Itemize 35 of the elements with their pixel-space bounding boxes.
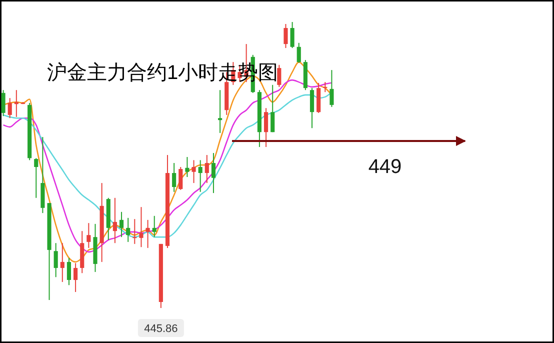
candlestick [204,154,209,184]
annotation: 445.86 [144,323,178,335]
candlestick [211,152,216,194]
candlestick [310,88,314,129]
candlestick [119,211,124,238]
candlestick [8,98,12,119]
candlestick [54,242,58,278]
candlestick [126,217,130,242]
candlestick [66,257,72,286]
candlestick [284,24,288,49]
candlestick [112,197,117,244]
candlestick [34,158,38,198]
candlestick [1,90,6,117]
candlestick [277,64,282,88]
candlestick [139,206,144,248]
candlestick [198,160,202,192]
candlestick [132,218,137,244]
text: 449 [368,156,402,178]
candlestick [178,166,183,190]
candlestick [86,222,91,248]
candlestick [270,84,275,133]
candlestick [218,90,222,134]
candlestick [323,82,328,93]
candlestick [146,219,150,248]
candlestick [290,22,294,49]
candlestick [172,162,176,192]
candlestick [264,108,268,148]
candlestick [74,262,78,292]
candlestick [330,70,334,108]
candlestick [185,156,190,178]
candlestick [14,90,18,118]
candlestick [296,42,301,64]
candlestick [192,160,196,184]
candlestick [152,215,156,238]
candlestick [60,242,64,282]
